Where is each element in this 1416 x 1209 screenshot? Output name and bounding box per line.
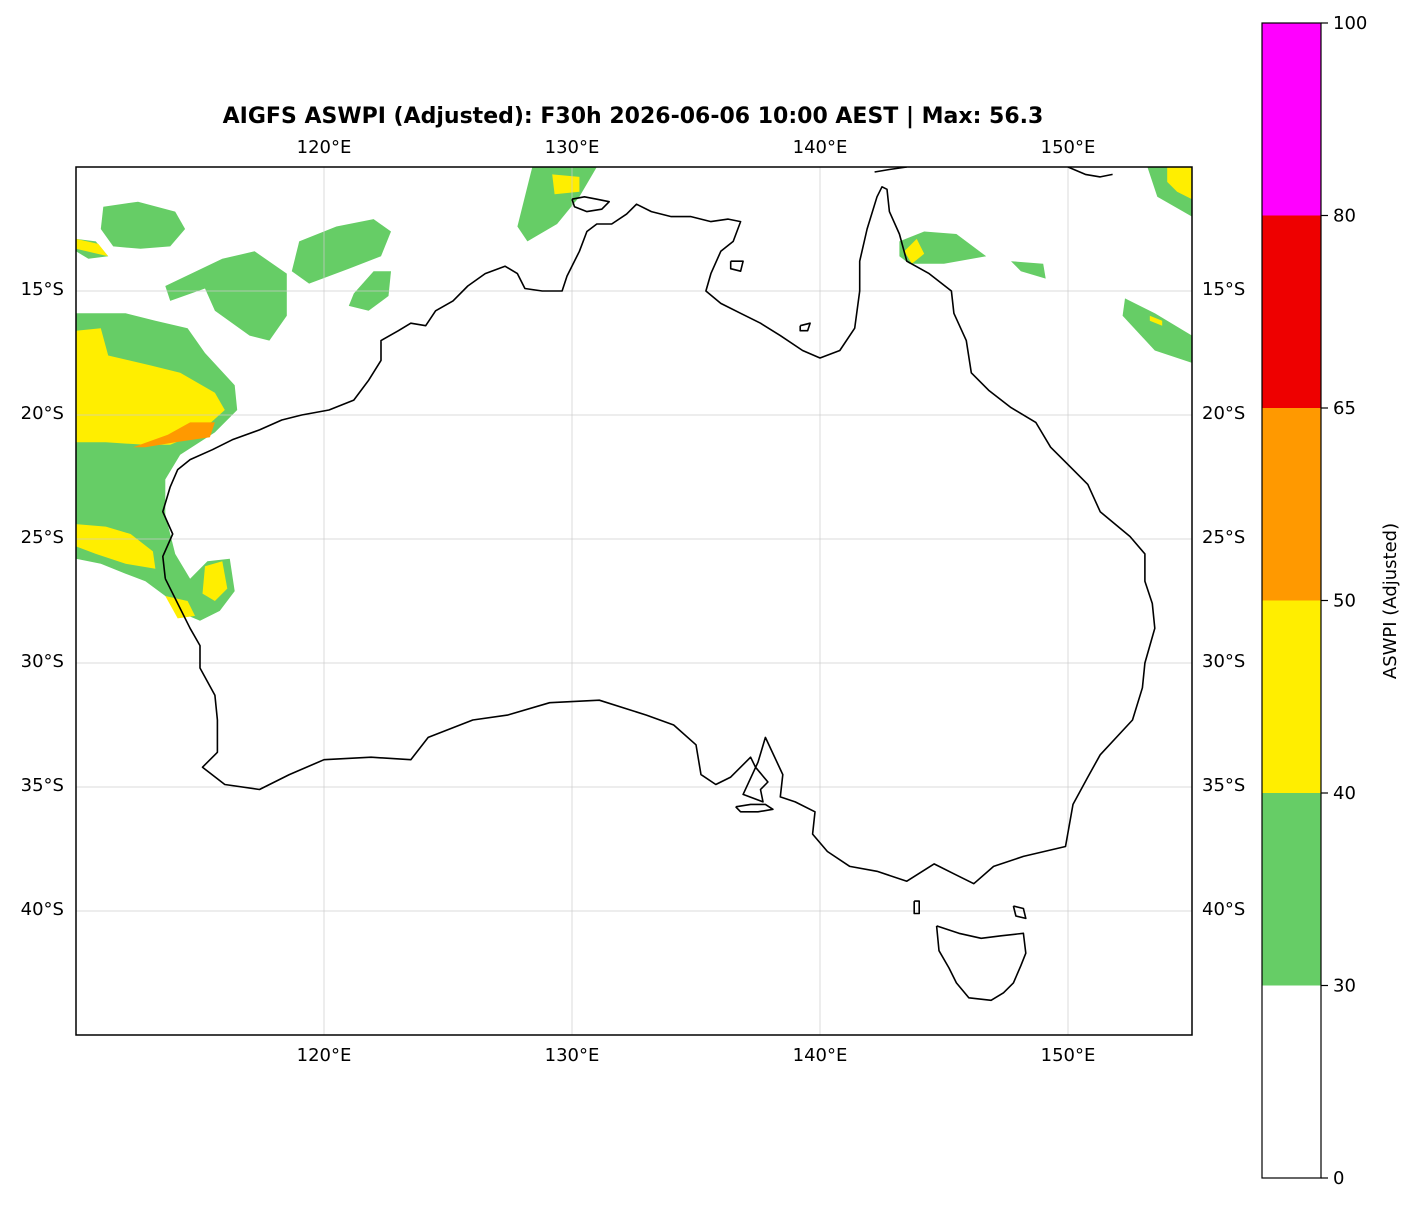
colorbar-tick-65: 65	[1333, 398, 1356, 419]
papua-coast-fragment	[874, 167, 907, 173]
map-frame	[75, 166, 1193, 1036]
lat-tick-right-20: 20°S	[1202, 403, 1245, 424]
colorbar-tick-40: 40	[1333, 783, 1356, 804]
kangaroo-island-coast	[735, 803, 774, 813]
field-green-ne-east-band	[1122, 298, 1192, 363]
lat-tick-right-40: 40°S	[1202, 899, 1245, 920]
lon-tick-top-120: 120°E	[297, 137, 352, 158]
field-yellow-western-core	[76, 328, 225, 445]
lat-tick-left-20: 20°S	[21, 403, 64, 424]
coastlines	[162, 167, 1156, 1002]
lat-ticks-right: 15°S 20°S 25°S 30°S 35°S 40°S	[1202, 279, 1245, 920]
lon-tick-bottom-120: 120°E	[297, 1045, 352, 1066]
field-green-nw-blob-a	[100, 201, 186, 249]
lon-ticks-bottom: 120°E 130°E 140°E 150°E	[297, 1045, 1096, 1066]
lat-ticks-left: 15°S 20°S 25°S 30°S 35°S 40°S	[21, 279, 64, 920]
map-area	[76, 167, 1192, 1035]
lon-tick-bottom-140: 140°E	[793, 1045, 848, 1066]
mornington-island-coast	[799, 322, 811, 332]
lat-tick-left-30: 30°S	[21, 651, 64, 672]
field-yellow-ne-corner-core	[1167, 167, 1192, 200]
colorbar-tick-100: 100	[1333, 13, 1367, 34]
lat-tick-right-25: 25°S	[1202, 527, 1245, 548]
lon-tick-top-130: 130°E	[545, 137, 600, 158]
colorbar-bin-0-30	[1262, 985, 1321, 1178]
colorbar-bin-50-65	[1262, 408, 1321, 601]
lon-tick-top-150: 150°E	[1041, 137, 1096, 158]
colorbar: 0 30 40 50 65 80 100 ASWPI (Adjusted)	[1261, 13, 1401, 1189]
lat-tick-left-25: 25°S	[21, 527, 64, 548]
field-yellow-coral-sea-core	[904, 238, 925, 264]
field-yellow-ne-east-core	[1149, 315, 1163, 326]
lon-tick-top-140: 140°E	[793, 137, 848, 158]
lat-tick-right-35: 35°S	[1202, 775, 1245, 796]
colorbar-label: ASWPI (Adjusted)	[1380, 523, 1401, 679]
lat-tick-right-15: 15°S	[1202, 279, 1245, 300]
colorbar-bin-65-80	[1262, 215, 1321, 408]
lat-tick-right-30: 30°S	[1202, 651, 1245, 672]
lon-tick-bottom-150: 150°E	[1041, 1045, 1096, 1066]
melville-island-coast	[571, 196, 611, 213]
king-island-coast	[913, 900, 921, 915]
field-yellow-shark-bay-blob	[202, 561, 228, 601]
field-green-nw-blob-c	[165, 251, 287, 341]
lon-ticks-top: 120°E 130°E 140°E 150°E	[297, 137, 1096, 158]
field-green-coral-sea-sliver	[1011, 261, 1046, 279]
field-green-central-north-blob-a	[291, 219, 391, 284]
colorbar-bin-80-100	[1262, 23, 1321, 216]
flinders-island-coast	[1012, 905, 1027, 920]
lat-tick-left-40: 40°S	[21, 899, 64, 920]
colorbar-bin-30-40	[1262, 793, 1321, 986]
colorbar-tick-50: 50	[1333, 591, 1356, 612]
field-yellow-western-southern-band	[76, 524, 156, 569]
field-yellow-arnhem-west-core	[552, 174, 580, 195]
colorbar-bins	[1262, 23, 1321, 1178]
colorbar-ticks: 0 30 40 50 65 80 100	[1321, 13, 1367, 1189]
map-title: AIGFS ASWPI (Adjusted): F30h 2026-06-06 …	[223, 104, 1044, 129]
field-yellow-nw-edge-sliver	[76, 238, 109, 257]
colorbar-tick-0: 0	[1333, 1168, 1344, 1189]
colorbar-tick-80: 80	[1333, 206, 1356, 227]
aswpi-fields	[76, 167, 1192, 621]
lat-tick-left-15: 15°S	[21, 279, 64, 300]
colorbar-tick-30: 30	[1333, 976, 1356, 997]
tasmania-coast	[935, 925, 1027, 1002]
papua-east-fragment	[1067, 167, 1113, 178]
colorbar-bin-40-50	[1262, 600, 1321, 793]
lon-tick-bottom-130: 130°E	[545, 1045, 600, 1066]
australia-mainland-coast	[162, 186, 1156, 885]
gridlines	[76, 167, 1192, 1035]
lat-tick-left-35: 35°S	[21, 775, 64, 796]
field-orange-max-core	[133, 422, 215, 448]
groote-eylandt-coast	[729, 260, 744, 273]
